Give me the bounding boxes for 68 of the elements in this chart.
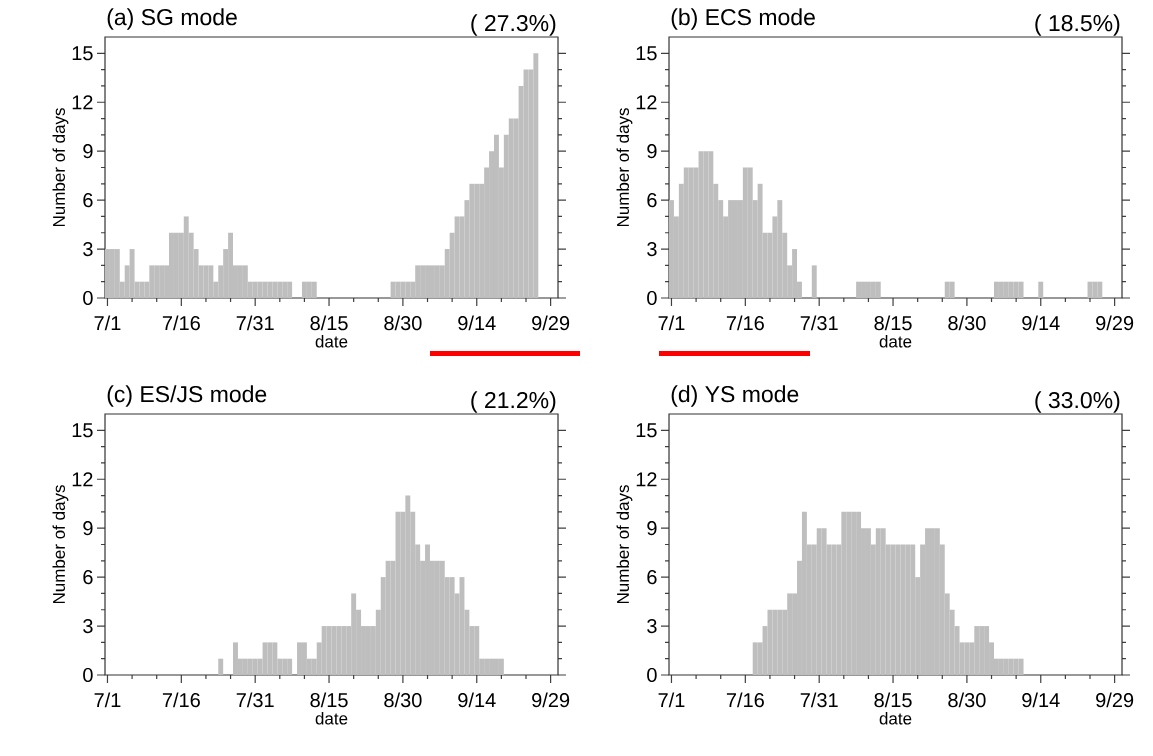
x-tick-label: 7/1 bbox=[94, 692, 121, 708]
x-axis-title: date bbox=[879, 335, 912, 348]
y-axis-title: Number of days bbox=[52, 485, 69, 604]
x-tick-label: 9/14 bbox=[1022, 315, 1060, 331]
chart-subtitle: ( 21.2%) bbox=[471, 391, 556, 413]
y-tick-label: 3 bbox=[83, 618, 93, 634]
y-tick-label: 12 bbox=[636, 95, 657, 110]
y-tick-label: 0 bbox=[83, 667, 93, 683]
x-tick-label: 8/30 bbox=[384, 315, 422, 331]
x-tick-label: 7/31 bbox=[800, 692, 838, 708]
chart-title: (c) ES/JS mode bbox=[107, 385, 267, 407]
y-tick-label: 6 bbox=[83, 570, 93, 585]
x-tick-label: 7/16 bbox=[726, 692, 764, 708]
y-tick-label: 15 bbox=[636, 423, 657, 438]
x-tick-label: 8/30 bbox=[948, 692, 986, 708]
x-tick-label: 8/30 bbox=[948, 315, 986, 331]
chart-title: (d) YS mode bbox=[671, 385, 799, 407]
x-tick-label: 9/29 bbox=[532, 315, 570, 331]
y-axis-title: Number of days bbox=[52, 108, 69, 227]
x-tick-label: 8/15 bbox=[874, 315, 912, 331]
y-tick-label: 0 bbox=[83, 290, 93, 306]
x-tick-label: 7/31 bbox=[800, 315, 838, 331]
y-tick-label: 15 bbox=[636, 46, 657, 61]
y-tick-label: 6 bbox=[647, 193, 657, 208]
x-tick-label: 7/31 bbox=[236, 692, 274, 708]
x-tick-label: 7/16 bbox=[162, 692, 200, 708]
x-tick-label: 7/16 bbox=[726, 315, 764, 331]
chart-subtitle: ( 18.5%) bbox=[1035, 14, 1120, 36]
y-tick-label: 6 bbox=[647, 570, 657, 585]
y-tick-label: 15 bbox=[72, 423, 93, 438]
chart-subtitle: ( 33.0%) bbox=[1035, 391, 1120, 413]
y-tick-label: 12 bbox=[72, 472, 93, 487]
chart-title: (b) ECS mode bbox=[671, 8, 815, 30]
x-tick-label: 7/16 bbox=[162, 315, 200, 331]
y-tick-label: 12 bbox=[636, 472, 657, 487]
chart-subtitle: ( 27.3%) bbox=[471, 14, 556, 36]
x-tick-label: 9/29 bbox=[1096, 692, 1134, 708]
x-axis-title: date bbox=[879, 712, 912, 725]
y-tick-label: 9 bbox=[647, 144, 657, 159]
x-tick-label: 8/30 bbox=[384, 692, 422, 708]
x-tick-label: 9/14 bbox=[458, 692, 496, 708]
y-tick-label: 3 bbox=[647, 241, 657, 257]
x-axis-title: date bbox=[315, 335, 348, 348]
x-tick-label: 9/29 bbox=[532, 692, 570, 708]
y-axis-title: Number of days bbox=[616, 485, 633, 604]
y-tick-label: 12 bbox=[72, 95, 93, 110]
x-tick-label: 9/29 bbox=[1096, 315, 1134, 331]
x-tick-label: 7/1 bbox=[658, 692, 685, 708]
y-tick-label: 9 bbox=[83, 521, 93, 536]
y-tick-label: 0 bbox=[647, 667, 657, 683]
y-tick-label: 6 bbox=[83, 193, 93, 208]
y-tick-label: 3 bbox=[83, 241, 93, 257]
y-tick-label: 9 bbox=[83, 144, 93, 159]
x-tick-label: 8/15 bbox=[310, 315, 348, 331]
y-tick-label: 15 bbox=[72, 46, 93, 61]
y-tick-label: 0 bbox=[647, 290, 657, 306]
x-axis-title: date bbox=[315, 712, 348, 725]
y-tick-label: 9 bbox=[647, 521, 657, 536]
y-tick-label: 3 bbox=[647, 618, 657, 634]
y-axis-title: Number of days bbox=[616, 108, 633, 227]
x-tick-label: 7/1 bbox=[658, 315, 685, 331]
x-tick-label: 7/31 bbox=[236, 315, 274, 331]
x-tick-label: 7/1 bbox=[94, 315, 121, 331]
chart-title: (a) SG mode bbox=[107, 8, 237, 30]
x-tick-label: 8/15 bbox=[874, 692, 912, 708]
x-tick-label: 8/15 bbox=[310, 692, 348, 708]
x-tick-label: 9/14 bbox=[1022, 692, 1060, 708]
x-tick-label: 9/14 bbox=[458, 315, 496, 331]
